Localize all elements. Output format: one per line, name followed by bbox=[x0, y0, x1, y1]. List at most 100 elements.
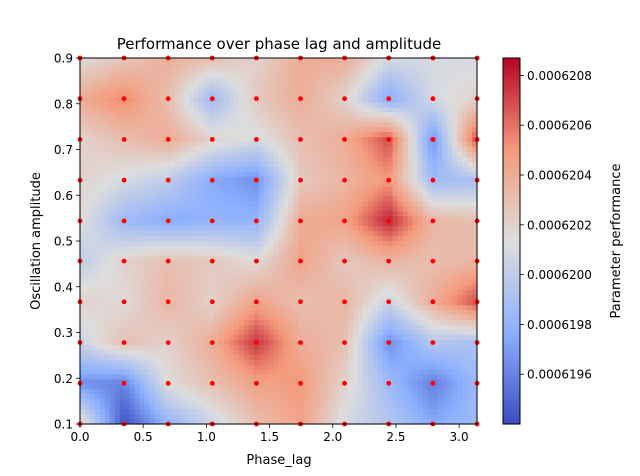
heatmap-cell bbox=[80, 216, 86, 222]
heatmap-cell bbox=[258, 196, 265, 203]
heatmap-cell bbox=[199, 102, 205, 109]
heatmap-cell bbox=[169, 349, 175, 356]
heatmap-cell bbox=[209, 186, 215, 193]
heatmap-cell bbox=[343, 280, 349, 287]
heatmap-cell bbox=[174, 250, 180, 257]
heatmap-cell bbox=[283, 166, 290, 173]
heatmap-cell bbox=[308, 132, 314, 138]
heatmap-cell bbox=[298, 92, 304, 99]
heatmap-cell bbox=[159, 339, 165, 346]
heatmap-cell bbox=[377, 349, 384, 356]
heatmap-cell bbox=[209, 156, 215, 163]
heatmap-cell bbox=[347, 77, 354, 84]
heatmap-cell bbox=[164, 186, 170, 193]
heatmap-cell bbox=[343, 161, 349, 168]
heatmap-cell bbox=[164, 334, 170, 341]
heatmap-cell bbox=[209, 260, 215, 267]
heatmap-cell bbox=[288, 241, 294, 247]
heatmap-cell bbox=[467, 176, 473, 183]
heatmap-cell bbox=[114, 250, 121, 257]
heatmap-cell bbox=[233, 102, 240, 109]
heatmap-cell bbox=[263, 87, 270, 94]
heatmap-cell bbox=[204, 77, 210, 84]
heatmap-cell bbox=[462, 166, 468, 173]
heatmap-cell bbox=[218, 92, 225, 99]
heatmap-cell bbox=[432, 354, 438, 361]
heatmap-cell bbox=[159, 122, 165, 128]
heatmap-cell bbox=[397, 280, 404, 287]
heatmap-cell bbox=[333, 255, 339, 262]
heatmap-cell bbox=[308, 245, 314, 252]
heatmap-cell bbox=[258, 295, 265, 301]
heatmap-cell bbox=[209, 265, 215, 272]
heatmap-cell bbox=[437, 236, 443, 242]
heatmap-cell bbox=[367, 186, 374, 193]
heatmap-cell bbox=[283, 320, 290, 326]
heatmap-cell bbox=[462, 325, 468, 331]
heatmap-cell bbox=[169, 255, 175, 262]
heatmap-cell bbox=[417, 166, 424, 173]
heatmap-cell bbox=[412, 241, 419, 247]
heatmap-cell bbox=[189, 330, 195, 336]
heatmap-cell bbox=[104, 300, 111, 306]
heatmap-cell bbox=[338, 221, 344, 227]
heatmap-cell bbox=[159, 250, 165, 257]
heatmap-cell bbox=[442, 211, 448, 217]
heatmap-cell bbox=[80, 305, 86, 311]
heatmap-cell bbox=[362, 137, 369, 143]
heatmap-cell bbox=[104, 186, 111, 193]
heatmap-cell bbox=[422, 216, 428, 222]
heatmap-cell bbox=[323, 102, 329, 109]
heatmap-cell bbox=[189, 166, 195, 173]
heatmap-cell bbox=[84, 250, 91, 257]
heatmap-cell bbox=[89, 300, 96, 306]
heatmap-cell bbox=[218, 364, 225, 371]
heatmap-cell bbox=[347, 221, 354, 227]
heatmap-cell bbox=[328, 349, 334, 356]
heatmap-cell bbox=[263, 221, 270, 227]
heatmap-cell bbox=[392, 354, 399, 361]
heatmap-cell bbox=[169, 92, 175, 99]
heatmap-cell bbox=[457, 62, 463, 69]
heatmap-cell bbox=[263, 151, 270, 158]
heatmap-cell bbox=[253, 305, 260, 311]
heatmap-cell bbox=[387, 285, 394, 292]
heatmap-cell bbox=[209, 122, 215, 128]
heatmap-cell bbox=[258, 310, 265, 316]
heatmap-cell bbox=[377, 102, 384, 109]
heatmap-cell bbox=[313, 315, 319, 321]
heatmap-cell bbox=[139, 275, 146, 282]
heatmap-cell bbox=[223, 295, 230, 301]
heatmap-cell bbox=[432, 132, 438, 138]
heatmap-cell bbox=[139, 290, 146, 297]
heatmap-cell bbox=[303, 77, 309, 84]
heatmap-cell bbox=[382, 67, 389, 74]
heatmap-cell bbox=[457, 191, 463, 198]
heatmap-cell bbox=[119, 265, 126, 272]
heatmap-cell bbox=[308, 290, 314, 297]
heatmap-cell bbox=[179, 344, 185, 351]
heatmap-cell bbox=[223, 102, 230, 109]
heatmap-cell bbox=[94, 201, 101, 207]
heatmap-cell bbox=[144, 211, 151, 217]
heatmap-cell bbox=[293, 87, 299, 94]
heatmap-cell bbox=[194, 231, 200, 237]
heatmap-cell bbox=[248, 255, 255, 262]
heatmap-cell bbox=[273, 310, 280, 316]
heatmap-cell bbox=[303, 122, 309, 128]
heatmap-cell bbox=[204, 137, 210, 143]
heatmap-cell bbox=[452, 359, 458, 366]
heatmap-cell bbox=[457, 236, 463, 242]
heatmap-cell bbox=[243, 325, 250, 331]
heatmap-cell bbox=[104, 270, 111, 277]
heatmap-cell bbox=[184, 300, 190, 306]
heatmap-cell bbox=[179, 339, 185, 346]
heatmap-cell bbox=[189, 77, 195, 84]
heatmap-cell bbox=[144, 67, 151, 74]
heatmap-cell bbox=[174, 216, 180, 222]
heatmap-cell bbox=[372, 176, 379, 183]
heatmap-cell bbox=[452, 334, 458, 341]
heatmap-cell bbox=[362, 290, 369, 297]
heatmap-cell bbox=[457, 137, 463, 143]
heatmap-cell bbox=[457, 231, 463, 237]
